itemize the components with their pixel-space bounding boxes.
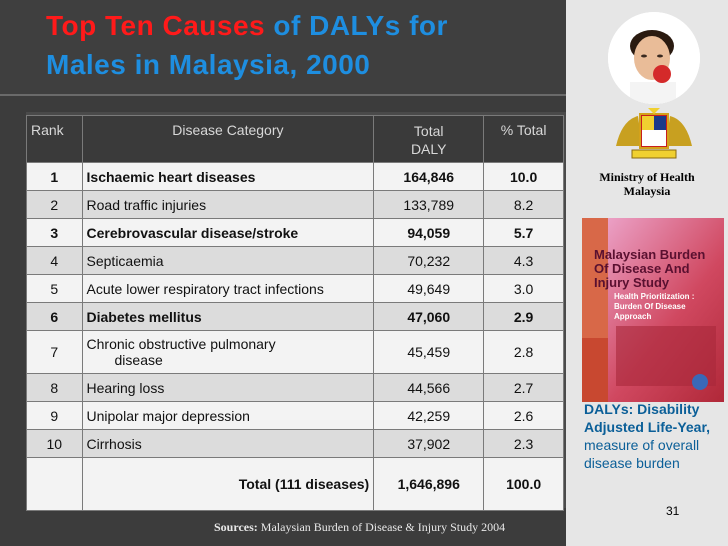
cell-pct: 2.6 — [483, 401, 564, 430]
cell-pct: 2.7 — [483, 373, 564, 402]
table-header-row: Rank Disease Category Total DALY % Total — [26, 115, 564, 163]
table-row: 2 Road traffic injuries 133,789 8.2 — [26, 190, 564, 219]
cell-category: Cirrhosis — [81, 429, 375, 458]
cell-rank: 10 — [26, 429, 83, 458]
table-row: 6 Diabetes mellitus 47,060 2.9 — [26, 302, 564, 331]
daly-definition-text: measure of overall disease burden — [584, 437, 700, 471]
cell-category: Cerebrovascular disease/stroke — [81, 218, 375, 247]
table-row: 3 Cerebrovascular disease/stroke 94,059 5.7 — [26, 218, 564, 247]
cell-category: Hearing loss — [81, 373, 375, 402]
cell-rank: 4 — [26, 246, 83, 275]
cell-category-line-1: Chronic obstructive pulmonary — [86, 336, 276, 352]
man-eating-apple-photo — [608, 12, 700, 104]
cell-total: 42,259 — [373, 401, 485, 430]
sources-label: Sources: — [214, 520, 258, 534]
ministry-label: Ministry of Health Malaysia — [566, 170, 728, 198]
cell-rank: 3 — [26, 218, 83, 247]
cell-category: Ischaemic heart diseases — [81, 162, 375, 191]
header-total-label: Total DALY — [410, 123, 447, 157]
cell-category: Road traffic injuries — [81, 190, 375, 219]
title-text-2: Males in Malaysia, 2000 — [46, 49, 371, 80]
daly-definition: DALYs: Disability Adjusted Life-Year, me… — [584, 400, 722, 472]
table-row: 7 Chronic obstructive pulmonary disease 45,… — [26, 330, 564, 374]
cell-total-blank — [26, 457, 83, 511]
header-category: Disease Category — [81, 115, 375, 163]
cell-category: Acute lower respiratory tract infections — [81, 274, 375, 303]
daly-definition-term: DALYs: Disability Adjusted Life-Year, — [584, 401, 711, 435]
title-text-1: of DALYs for — [265, 10, 448, 41]
cell-total: 49,649 — [373, 274, 485, 303]
title-band — [0, 0, 566, 96]
cell-category: Septicaemia — [81, 246, 375, 275]
cell-total-pct: 100.0 — [483, 457, 564, 511]
cell-pct: 2.8 — [483, 330, 564, 374]
cell-total-label: Total (111 diseases) — [81, 457, 375, 511]
report-cover-title: Malaysian Burden Of Disease And Injury S… — [594, 247, 706, 290]
cell-rank: 6 — [26, 302, 83, 331]
cell-total: 37,902 — [373, 429, 485, 458]
cell-total: 70,232 — [373, 246, 485, 275]
cell-pct: 3.0 — [483, 274, 564, 303]
cell-rank: 9 — [26, 401, 83, 430]
cell-total: 94,059 — [373, 218, 485, 247]
cell-category: Chronic obstructive pulmonary disease — [81, 330, 375, 374]
report-cover-image: Malaysian Burden Of Disease And Injury S… — [582, 218, 724, 402]
cell-category: Diabetes mellitus — [81, 302, 375, 331]
table-row: 5 Acute lower respiratory tract infection… — [26, 274, 564, 303]
title-highlight: Top Ten Causes — [46, 10, 266, 41]
header-rank: Rank — [26, 115, 83, 163]
page-number: 31 — [666, 504, 680, 518]
cell-total: 44,566 — [373, 373, 485, 402]
slide-title: Top Ten Causes of DALYs for Males in Mal… — [46, 6, 566, 84]
cell-total-value: 1,646,896 — [373, 457, 485, 511]
cell-total: 47,060 — [373, 302, 485, 331]
cell-category-line-2: disease — [114, 352, 163, 368]
cell-pct: 4.3 — [483, 246, 564, 275]
cell-rank: 8 — [26, 373, 83, 402]
table-row: 10 Cirrhosis 37,902 2.3 — [26, 429, 564, 458]
table-row: 4 Septicaemia 70,232 4.3 — [26, 246, 564, 275]
cell-rank: 5 — [26, 274, 83, 303]
malaysia-coat-of-arms-logo — [612, 106, 696, 164]
cell-total: 133,789 — [373, 190, 485, 219]
table-row: 8 Hearing loss 44,566 2.7 — [26, 373, 564, 402]
daly-table: Rank Disease Category Total DALY % Total… — [26, 115, 564, 511]
cell-pct: 10.0 — [483, 162, 564, 191]
cell-pct: 2.9 — [483, 302, 564, 331]
sources-note: Sources: Malaysian Burden of Disease & I… — [214, 520, 505, 535]
cell-pct: 5.7 — [483, 218, 564, 247]
cell-rank: 2 — [26, 190, 83, 219]
ministry-line-2: Malaysia — [623, 184, 671, 198]
cell-rank: 7 — [26, 330, 83, 374]
table-row: 1 Ischaemic heart diseases 164,846 10.0 — [26, 162, 564, 191]
sources-text: Malaysian Burden of Disease & Injury Stu… — [257, 520, 506, 534]
cell-pct: 2.3 — [483, 429, 564, 458]
ministry-line-1: Ministry of Health — [599, 170, 695, 184]
table-row: 9 Unipolar major depression 42,259 2.6 — [26, 401, 564, 430]
cell-total: 45,459 — [373, 330, 485, 374]
header-pct: % Total — [483, 115, 564, 163]
header-total: Total DALY — [373, 115, 485, 163]
cell-rank: 1 — [26, 162, 83, 191]
cell-category: Unipolar major depression — [81, 401, 375, 430]
table-total-row: Total (111 diseases) 1,646,896 100.0 — [26, 457, 564, 511]
cell-pct: 8.2 — [483, 190, 564, 219]
cell-total: 164,846 — [373, 162, 485, 191]
report-cover-subtitle: Health Prioritization : Burden Of Diseas… — [614, 292, 695, 321]
